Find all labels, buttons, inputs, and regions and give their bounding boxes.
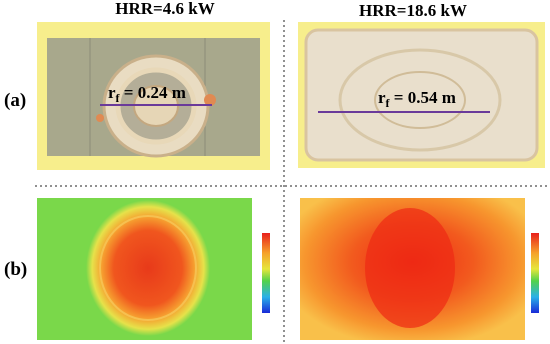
row-label: (b) (4, 259, 27, 280)
panel-image (37, 198, 270, 340)
symbol: r (108, 83, 116, 102)
symbol: r (378, 88, 386, 107)
subscript: f (386, 96, 391, 110)
value: = 0.24 m (120, 83, 186, 102)
column-title: HRR=4.6 kW (115, 0, 214, 18)
radius-label: rf = 0.24 m (108, 83, 186, 105)
panel-image (300, 198, 539, 340)
value: = 0.54 m (390, 88, 456, 107)
panel-image (298, 22, 545, 168)
subscript: f (116, 91, 121, 105)
row-label: (a) (4, 90, 26, 111)
radius-label: rf = 0.54 m (378, 88, 456, 110)
column-title: HRR=18.6 kW (359, 1, 467, 20)
